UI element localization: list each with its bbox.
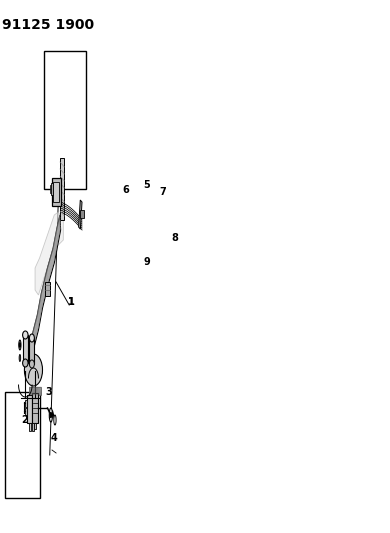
- Bar: [169, 215, 172, 227]
- Bar: [45, 282, 50, 296]
- Ellipse shape: [145, 187, 149, 193]
- Polygon shape: [117, 202, 175, 255]
- Bar: [25, 408, 27, 415]
- Ellipse shape: [25, 354, 43, 386]
- Bar: [29, 387, 41, 395]
- Bar: [148, 236, 151, 244]
- Circle shape: [151, 245, 152, 255]
- Bar: [32, 423, 34, 431]
- Bar: [53, 182, 59, 202]
- Bar: [29, 338, 34, 364]
- Bar: [51, 183, 53, 195]
- Bar: [27, 395, 32, 423]
- Ellipse shape: [29, 334, 34, 342]
- Text: 4: 4: [50, 433, 57, 443]
- Bar: [145, 190, 149, 200]
- Text: 7: 7: [160, 187, 166, 197]
- Bar: [163, 213, 170, 229]
- Bar: [44, 51, 86, 189]
- Polygon shape: [27, 215, 60, 373]
- Circle shape: [50, 413, 51, 417]
- Text: 9: 9: [144, 257, 150, 267]
- Bar: [29, 423, 31, 431]
- Text: 91125 1900: 91125 1900: [2, 18, 94, 32]
- Bar: [5, 392, 40, 498]
- Text: 8: 8: [172, 233, 179, 243]
- Text: 1: 1: [68, 297, 74, 307]
- Circle shape: [19, 354, 21, 361]
- Circle shape: [49, 408, 53, 422]
- Text: 6: 6: [123, 185, 129, 195]
- Polygon shape: [119, 207, 172, 252]
- Text: 5: 5: [144, 180, 150, 190]
- Ellipse shape: [151, 206, 155, 214]
- Ellipse shape: [23, 331, 28, 339]
- Bar: [151, 210, 155, 234]
- Ellipse shape: [144, 231, 150, 241]
- Circle shape: [127, 197, 128, 203]
- Bar: [50, 185, 51, 193]
- Bar: [79, 200, 82, 229]
- Bar: [80, 210, 84, 218]
- Circle shape: [19, 340, 21, 350]
- Ellipse shape: [29, 360, 34, 368]
- Text: 2: 2: [21, 415, 28, 425]
- Bar: [144, 198, 150, 236]
- Bar: [34, 423, 36, 429]
- Ellipse shape: [23, 359, 28, 367]
- Circle shape: [126, 192, 129, 208]
- Bar: [32, 393, 39, 423]
- Bar: [52, 178, 60, 206]
- Bar: [23, 335, 28, 363]
- Ellipse shape: [144, 193, 150, 203]
- Bar: [155, 216, 164, 226]
- Polygon shape: [35, 212, 63, 295]
- Polygon shape: [60, 158, 64, 220]
- Text: 1: 1: [68, 297, 74, 307]
- Text: 3: 3: [45, 387, 52, 397]
- Bar: [25, 400, 27, 407]
- Circle shape: [54, 415, 56, 425]
